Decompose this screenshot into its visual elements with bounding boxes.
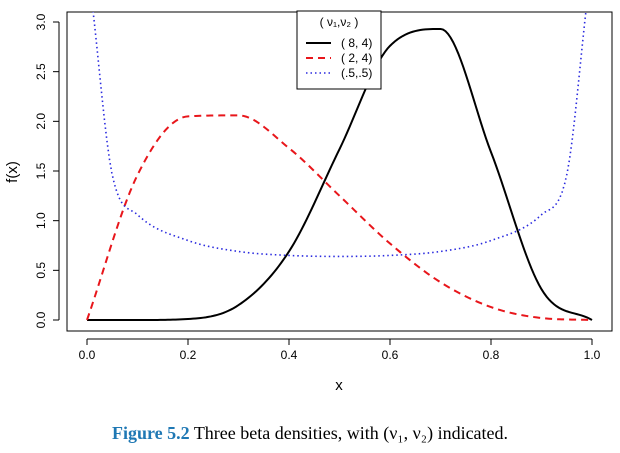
x-axis: 0.0 0.2 0.4 0.6 0.8 1.0 (79, 338, 601, 362)
curves (86, 12, 593, 321)
y-axis-title: f(x) (4, 161, 21, 183)
y-tick-label: 0.0 (34, 311, 48, 328)
legend-title: ( ν₁,ν₂ ) (320, 15, 359, 29)
beta-density-chart: 0.0 0.5 1.0 1.5 2.0 2.5 3.0 0.0 0.2 0.4 0.6 0.8 1.0… (4, 10, 613, 394)
y-tick-label: 3.0 (34, 13, 48, 30)
y-tick-label: 1.5 (34, 162, 48, 179)
figure-caption: Figure 5.2 Three beta densities, with (ν… (0, 423, 620, 444)
y-tick-label: 1.0 (34, 212, 48, 229)
series-line-0 (87, 27, 593, 321)
legend-label: (.5,.5) (341, 66, 372, 80)
legend: ( ν₁,ν₂ ) ( 8, 4)( 2, 4)(.5,.5) (296, 10, 382, 90)
series-line-2 (92, 12, 587, 258)
y-tick-label: 2.5 (34, 63, 48, 80)
y-tick-label: 0.5 (34, 262, 48, 279)
x-tick-label: 0.2 (180, 348, 197, 362)
x-tick-label: 0.8 (483, 348, 500, 362)
figure-label: Figure 5.2 (111, 423, 190, 443)
x-tick-label: 0.6 (382, 348, 399, 362)
x-tick-label: 0.0 (79, 348, 96, 362)
series-line-1 (86, 114, 593, 321)
x-tick-label: 1.0 (584, 348, 601, 362)
legend-label: ( 8, 4) (341, 36, 372, 50)
x-axis-title: x (335, 377, 343, 394)
legend-label: ( 2, 4) (341, 51, 372, 65)
x-tick-label: 0.4 (281, 348, 298, 362)
y-axis: 0.0 0.5 1.0 1.5 2.0 2.5 3.0 (34, 13, 60, 328)
y-tick-label: 2.0 (34, 113, 48, 130)
legend-box (296, 10, 382, 90)
caption-text: Three beta densities, with (ν₁, ν₂) indi… (193, 423, 509, 443)
